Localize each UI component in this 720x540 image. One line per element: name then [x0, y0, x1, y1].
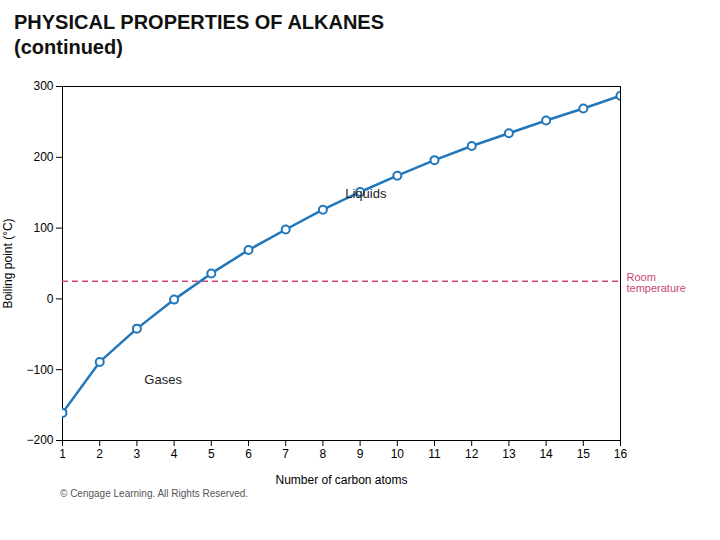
svg-text:16: 16 [614, 447, 628, 461]
svg-text:7: 7 [282, 447, 289, 461]
svg-text:9: 9 [357, 447, 364, 461]
svg-text:0: 0 [47, 292, 54, 306]
svg-text:5: 5 [208, 447, 215, 461]
html-text:(continued): (continued) [14, 36, 123, 58]
svg-text:8: 8 [320, 447, 327, 461]
svg-text:100: 100 [33, 221, 53, 235]
svg-text:300: 300 [33, 79, 53, 93]
svg-text:Number of carbon atoms: Number of carbon atoms [275, 473, 407, 487]
svg-text:14: 14 [539, 447, 553, 461]
svg-text:−100: −100 [26, 363, 53, 377]
svg-text:13: 13 [502, 447, 516, 461]
svg-text:−200: −200 [26, 433, 53, 447]
svg-text:2: 2 [96, 447, 103, 461]
svg-text:Liquids: Liquids [345, 186, 387, 201]
svg-text:200: 200 [33, 150, 53, 164]
svg-text:11: 11 [428, 447, 441, 461]
svg-text:1: 1 [59, 447, 66, 461]
html-text:PHYSICAL PROPERTIES OF ALKANES: PHYSICAL PROPERTIES OF ALKANES [14, 11, 385, 33]
svg-text:10: 10 [391, 447, 405, 461]
svg-text:6: 6 [245, 447, 252, 461]
svg-text:Gases: Gases [144, 372, 182, 387]
svg-text:15: 15 [577, 447, 591, 461]
svg-text:3: 3 [134, 447, 141, 461]
svg-text:Boiling point (°C): Boiling point (°C) [1, 218, 15, 308]
svg-text:4: 4 [171, 447, 178, 461]
svg-text:Roomtemperature: Roomtemperature [627, 271, 686, 294]
svg-text:12: 12 [465, 447, 479, 461]
html-text:© Cengage Learning. All Rights: © Cengage Learning. All Rights Reserved. [60, 488, 248, 499]
